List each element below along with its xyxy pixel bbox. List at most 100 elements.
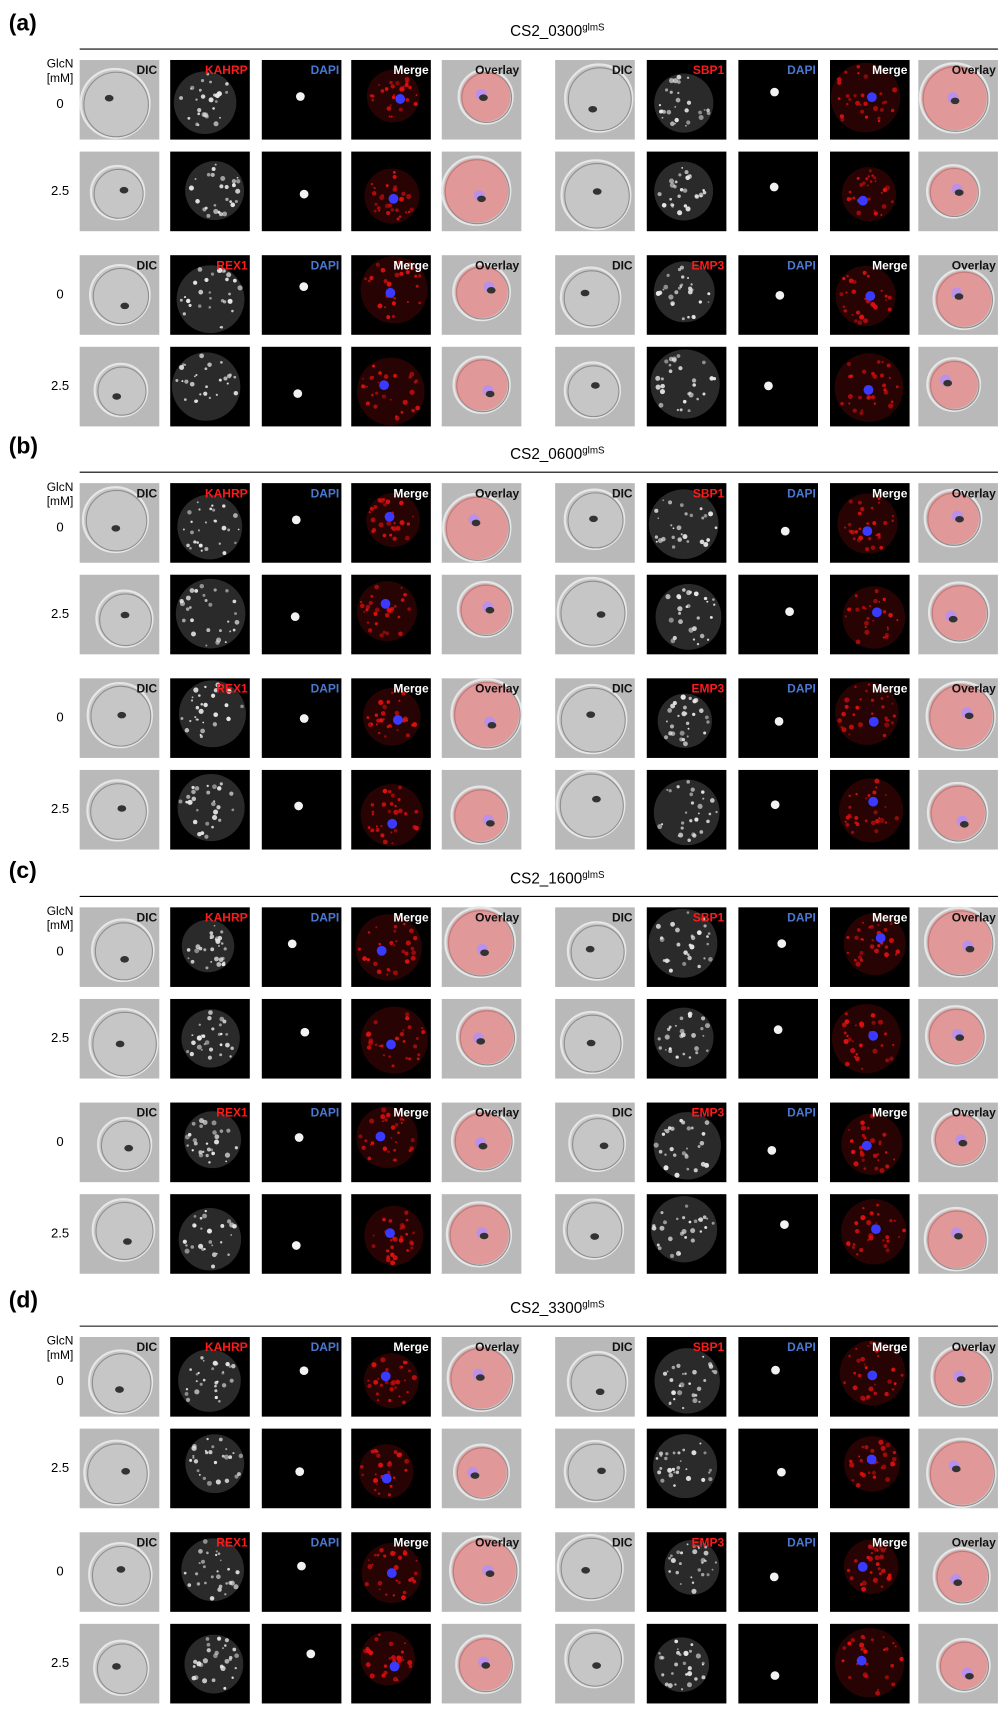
panel: (c)CS2_1600glmSGlcN[mM]0DICKAHRPDAPIMerg… [9,857,998,1274]
signal-dot [399,501,403,505]
signal-dot [398,1556,402,1560]
signal-dot [884,952,889,957]
signal-dot [216,1570,218,1572]
signal-dot [702,1664,704,1666]
signal-dot [861,94,865,98]
image-label: DAPI [311,486,340,500]
signal-dot [395,711,400,716]
concentration: 2.5 [51,1460,69,1475]
micrograph-bg [738,152,818,232]
signal-dot [211,826,214,829]
signal-dot [863,318,868,323]
signal-dot [878,120,881,123]
signal-dot [387,1462,392,1467]
nucleus [387,819,397,829]
signal-dot [192,797,196,801]
signal-dot [893,1159,895,1161]
signal-dot [885,1164,889,1168]
signal-dot [674,106,676,108]
parasite [117,712,126,719]
image-label: DAPI [311,682,340,696]
signal-dot [881,1465,886,1470]
signal-dot [379,1588,381,1590]
signal-dot [365,1582,369,1586]
signal-dot [892,1642,894,1644]
signal-dot [852,1040,854,1042]
signal-dot [367,1380,369,1382]
signal-dot [388,1657,391,1660]
overlay-red [930,360,978,408]
signal-dot [686,1168,689,1171]
signal-dot [190,530,194,534]
signal-dot [860,1472,864,1476]
signal-dot [673,701,677,705]
signal-dot [698,111,702,115]
signal-dot [860,1215,865,1220]
signal-dot [687,953,690,956]
signal-dot [235,189,240,194]
signal-dot [660,936,663,939]
signal-dot [211,1445,214,1448]
signal-dot [870,302,875,307]
signal-dot [203,1539,208,1544]
signal-dot [705,715,709,719]
signal-dot [375,608,380,613]
signal-dot [709,1364,714,1369]
signal-dot [371,1362,376,1367]
signal-dot [877,360,881,364]
signal-dot [686,590,691,595]
signal-dot [669,618,674,623]
image-label: REX1 [216,1106,248,1120]
signal-dot [234,1653,239,1658]
signal-dot [371,1450,375,1454]
signal-dot [858,722,863,727]
signal-dot [209,931,213,935]
image-label: Merge [393,911,429,925]
signal-dot [378,700,383,705]
signal-dot [685,1204,688,1207]
signal-dot [220,782,223,785]
nucleus [390,1662,400,1672]
signal-dot [222,212,227,217]
signal-dot [682,1216,685,1219]
signal-dot [888,403,893,408]
signal-dot [390,1381,395,1386]
signal-dot [692,383,696,387]
parasite [117,1566,126,1573]
signal-dot [856,1483,861,1488]
signal-dot [682,1373,684,1375]
signal-dot [206,628,210,632]
signal-dot [220,1224,224,1228]
signal-dot [867,1395,871,1399]
concentration: 0 [56,710,63,725]
signal-dot [239,1454,243,1458]
signal-dot [701,1478,705,1482]
signal-dot [873,106,878,111]
signal-dot [863,74,868,79]
signal-dot [871,1638,874,1641]
signal-dot [192,1122,196,1126]
signal-dot [881,361,884,364]
micrograph-bg [738,1194,818,1274]
signal-dot [674,118,678,122]
signal-dot [868,1556,873,1561]
signal-dot [682,534,687,539]
signal-dot [390,802,394,806]
signal-dot [404,1459,409,1464]
signal-dot [374,585,379,590]
signal-dot [376,825,378,827]
image-label: DAPI [311,63,340,77]
nucleus [864,385,874,395]
signal-dot [706,943,709,946]
signal-dot [687,174,692,179]
signal-dot [858,501,862,505]
signal-dot [883,598,886,601]
signal-dot [214,1461,217,1464]
signal-dot [850,374,853,377]
signal-dot [708,1471,710,1473]
signal-dot [681,826,684,829]
signal-dot [197,1035,202,1040]
signal-dot [192,1444,196,1448]
signal-dot [222,1383,226,1387]
signal-dot [854,685,857,688]
